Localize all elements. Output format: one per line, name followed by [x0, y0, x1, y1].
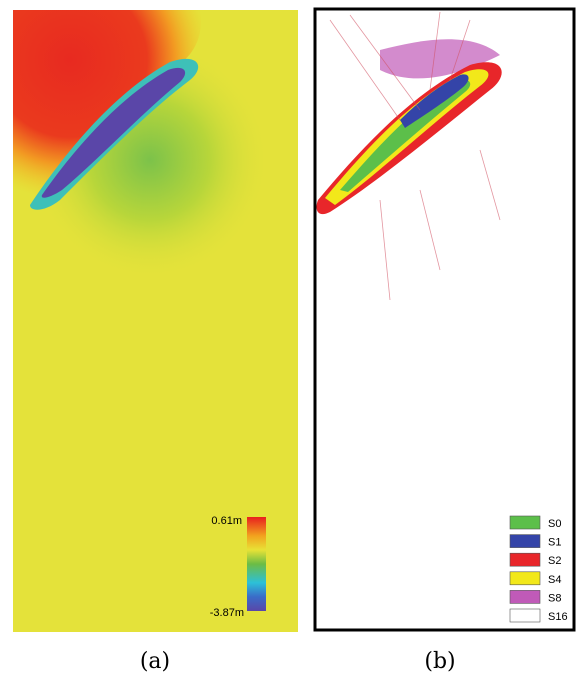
- legend-label: S2: [548, 555, 561, 567]
- caption: (b): [424, 649, 455, 674]
- panel-a: 0.61m -3.87m (a): [13, 10, 298, 674]
- panel-b: (b) S0 S1 S2 S4 S8 S16: [313, 7, 576, 674]
- legend-swatch: [509, 590, 541, 604]
- legend-label: S4: [548, 574, 561, 586]
- caption: (a): [140, 649, 170, 674]
- colorbar-min: -3.87m: [210, 607, 244, 619]
- legend-label: S8: [548, 592, 561, 604]
- colorbar-max: 0.61m: [211, 515, 242, 527]
- legend-swatch: [509, 552, 541, 567]
- legend-label: S1: [548, 537, 561, 549]
- legend-label: S16: [548, 611, 568, 623]
- colorbar: [247, 517, 266, 611]
- legend-swatch: [509, 608, 541, 623]
- legend-swatch: [509, 515, 541, 530]
- region: [400, 74, 469, 128]
- region: [340, 79, 471, 192]
- region: [380, 39, 500, 79]
- traces: [329, 11, 501, 301]
- lake: [41, 67, 186, 198]
- legend-label: S0: [548, 518, 561, 530]
- legend-swatch: [509, 571, 541, 586]
- legend-swatch: [509, 534, 541, 548]
